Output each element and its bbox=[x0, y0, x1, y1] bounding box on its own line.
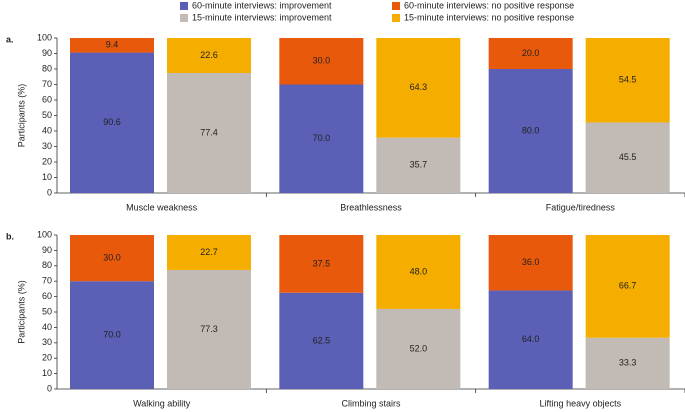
data-label: 90.6 bbox=[103, 117, 121, 127]
legend-label: 60-minute interviews: improvement bbox=[192, 0, 332, 10]
data-label: 66.7 bbox=[619, 281, 637, 291]
x-tick-label: Climbing stairs bbox=[341, 398, 401, 408]
y-tick-label: 30 bbox=[42, 141, 52, 151]
y-tick-label: 0 bbox=[47, 187, 52, 197]
bar-segment bbox=[167, 38, 251, 74]
data-label: 35.7 bbox=[410, 160, 428, 170]
data-label: 70.0 bbox=[313, 133, 331, 143]
data-label: 33.3 bbox=[619, 358, 637, 368]
y-tick-label: 80 bbox=[42, 63, 52, 73]
data-label: 64.3 bbox=[410, 82, 428, 92]
data-label: 80.0 bbox=[522, 125, 540, 135]
bar-segment bbox=[488, 69, 573, 193]
y-tick-label: 60 bbox=[42, 291, 52, 301]
y-tick-label: 100 bbox=[37, 32, 52, 42]
bar-segment bbox=[70, 235, 154, 282]
y-tick-label: 90 bbox=[42, 48, 52, 58]
data-label: 70.0 bbox=[103, 329, 121, 339]
y-tick-label: 30 bbox=[42, 337, 52, 347]
bar-segment bbox=[488, 290, 573, 389]
y-tick-label: 50 bbox=[42, 110, 52, 120]
bar-segment bbox=[376, 308, 461, 389]
y-axis-label: Participants (%) bbox=[16, 280, 26, 344]
legend-swatch bbox=[180, 14, 188, 22]
bar-segment bbox=[279, 292, 364, 389]
data-label: 30.0 bbox=[103, 252, 121, 262]
data-label: 52.0 bbox=[410, 343, 428, 353]
x-tick-label: Fatigue/tiredness bbox=[546, 202, 616, 212]
y-tick-label: 80 bbox=[42, 260, 52, 270]
x-tick-label: Lifting heavy objects bbox=[540, 398, 622, 408]
bar-segment bbox=[70, 52, 154, 193]
data-label: 77.3 bbox=[200, 324, 218, 334]
y-tick-label: 0 bbox=[47, 383, 52, 393]
x-tick-label: Muscle weakness bbox=[126, 202, 198, 212]
bar-segment bbox=[279, 84, 364, 193]
bar-segment bbox=[585, 337, 670, 389]
data-label: 48.0 bbox=[410, 266, 428, 276]
y-axis-label: Participants (%) bbox=[16, 84, 26, 148]
legend-swatch bbox=[392, 2, 400, 10]
bar-segment bbox=[70, 281, 154, 389]
y-tick-label: 40 bbox=[42, 322, 52, 332]
y-tick-label: 70 bbox=[42, 79, 52, 89]
data-label: 64.0 bbox=[522, 334, 540, 344]
bar-segment bbox=[376, 235, 461, 309]
bar-segment bbox=[279, 235, 364, 293]
data-label: 37.5 bbox=[313, 258, 331, 268]
y-tick-label: 100 bbox=[37, 229, 52, 239]
data-label: 22.6 bbox=[200, 50, 218, 60]
y-tick-label: 90 bbox=[42, 245, 52, 255]
bar-segment bbox=[167, 73, 251, 193]
y-tick-label: 40 bbox=[42, 125, 52, 135]
y-tick-label: 10 bbox=[42, 368, 52, 378]
y-tick-label: 20 bbox=[42, 353, 52, 363]
bar-segment bbox=[376, 137, 461, 193]
legend-label: 15-minute interviews: improvement bbox=[192, 12, 332, 22]
data-label: 30.0 bbox=[313, 56, 331, 66]
x-tick-label: Breathlessness bbox=[340, 202, 402, 212]
y-tick-label: 60 bbox=[42, 94, 52, 104]
x-tick-label: Walking ability bbox=[133, 398, 191, 408]
data-label: 54.5 bbox=[619, 75, 637, 85]
y-tick-label: 10 bbox=[42, 172, 52, 182]
legend-swatch bbox=[392, 14, 400, 22]
panel-label: a. bbox=[6, 34, 14, 44]
panel-label: b. bbox=[6, 231, 14, 241]
legend-label: 60-minute interviews: no positive respon… bbox=[404, 0, 574, 10]
data-label: 62.5 bbox=[313, 335, 331, 345]
data-label: 9.4 bbox=[106, 40, 119, 50]
bar-segment bbox=[585, 38, 670, 123]
bar-segment bbox=[279, 38, 364, 85]
bar-segment bbox=[70, 38, 154, 53]
y-tick-label: 70 bbox=[42, 276, 52, 286]
bar-segment bbox=[376, 38, 461, 138]
bar-segment bbox=[488, 235, 573, 291]
data-label: 77.4 bbox=[200, 127, 218, 137]
data-label: 36.0 bbox=[522, 257, 540, 267]
bar-segment bbox=[167, 235, 251, 270]
legend-swatch bbox=[180, 2, 188, 10]
y-tick-label: 50 bbox=[42, 306, 52, 316]
y-tick-label: 20 bbox=[42, 156, 52, 166]
legend-label: 15-minute interviews: no positive respon… bbox=[404, 12, 574, 22]
bar-segment bbox=[488, 38, 573, 69]
data-label: 20.0 bbox=[522, 48, 540, 58]
data-label: 45.5 bbox=[619, 152, 637, 162]
data-label: 22.7 bbox=[200, 247, 218, 257]
bar-segment bbox=[585, 122, 670, 193]
bar-segment bbox=[167, 269, 251, 389]
bar-segment bbox=[585, 235, 670, 338]
